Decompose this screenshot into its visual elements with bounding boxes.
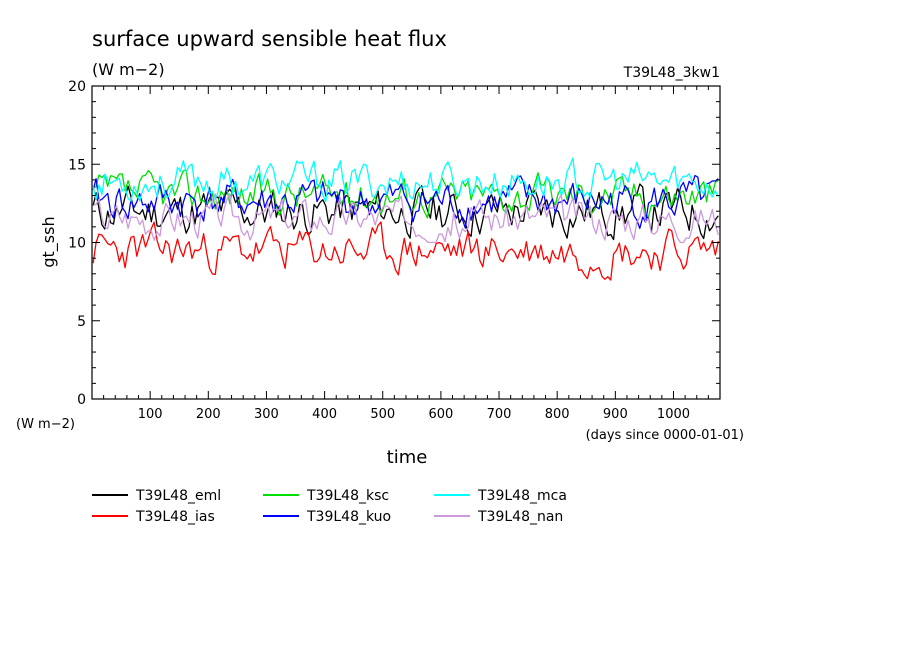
series-line-T39L48_eml: [92, 183, 719, 241]
chart-units: (W m−2): [92, 60, 165, 79]
x-tick-label: 200: [196, 407, 221, 422]
x-axis-label: time: [387, 447, 428, 468]
y-tick-label: 15: [68, 157, 86, 173]
y-tick-label: 0: [77, 392, 86, 408]
series-line-T39L48_kuo: [92, 174, 719, 230]
y-tick-label: 10: [68, 236, 86, 252]
x-tick-label: 300: [254, 407, 279, 422]
x-tick-label: 1000: [657, 407, 690, 422]
chart-title: surface upward sensible heat flux: [92, 27, 447, 51]
x-tick-label: 100: [138, 407, 163, 422]
x-tick-label: 600: [428, 407, 453, 422]
series-line-T39L48_mca: [92, 157, 719, 203]
plot-frame: [91, 85, 721, 400]
series-line-T39L48_ias: [92, 221, 719, 281]
series-line-T39L48_nan: [92, 193, 719, 244]
x-tick-label: 900: [603, 407, 628, 422]
legend-label-T39L48_ksc: T39L48_ksc: [306, 488, 389, 504]
legend-label-T39L48_kuo: T39L48_kuo: [306, 509, 391, 525]
x-tick-label: 800: [545, 407, 570, 422]
legend-label-T39L48_mca: T39L48_mca: [477, 488, 567, 504]
legend-label-T39L48_eml: T39L48_eml: [135, 488, 221, 504]
legend-label-T39L48_ias: T39L48_ias: [135, 509, 215, 525]
run-label: T39L48_3kw1: [623, 65, 720, 81]
series-line-T39L48_ksc: [92, 169, 719, 219]
legend-label-T39L48_nan: T39L48_nan: [477, 509, 563, 525]
axes: 100 200 300 400 500 600 700 800 900 1000 0 5 10 15 20: [68, 79, 720, 422]
y-axis-units: (W m−2): [16, 417, 75, 432]
y-axis-label: gt_ssh: [39, 216, 59, 267]
x-tick-label: 500: [370, 407, 395, 422]
legend: T39L48_eml T39L48_ias T39L48_ksc T39L48_kuo…: [92, 488, 567, 525]
x-axis-units: (days since 0000-01-01): [586, 428, 744, 443]
y-tick-label: 5: [77, 314, 86, 330]
x-tick-label: 400: [312, 407, 337, 422]
plot-lines: [92, 157, 719, 281]
y-tick-label: 20: [68, 79, 86, 95]
x-tick-label: 700: [487, 407, 512, 422]
